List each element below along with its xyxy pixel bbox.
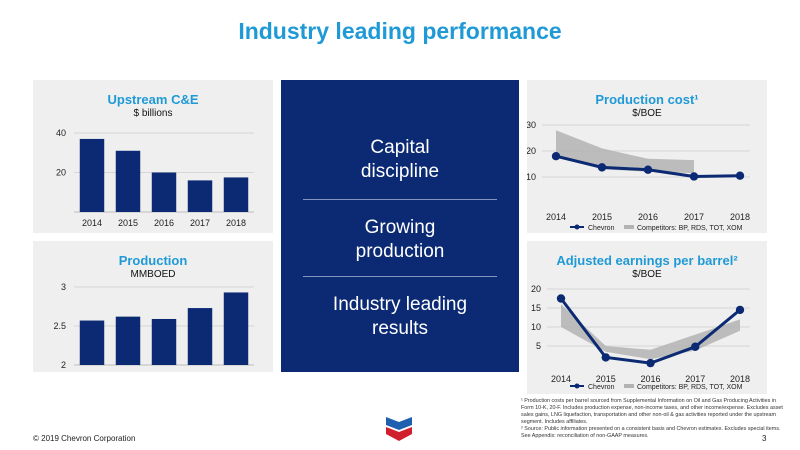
- upstream-title: Upstream C&E: [107, 92, 199, 107]
- footnotes: ¹ Production costs per barrel sourced fr…: [521, 398, 787, 439]
- x-tick-label: 2018: [730, 374, 750, 384]
- legend-chevron-label: Chevron: [588, 384, 615, 391]
- x-tick-label: 2018: [730, 212, 750, 222]
- chevron-point: [646, 358, 655, 368]
- bar: [115, 316, 141, 365]
- cost-title: Production cost¹: [595, 92, 699, 107]
- x-tick-label: 2017: [685, 374, 705, 384]
- center-item-capital-text: Capital discipline: [360, 137, 440, 182]
- production-subtitle: MMBOED: [130, 269, 176, 280]
- legend-chevron-marker: [574, 383, 580, 389]
- chevron-point: [735, 171, 745, 180]
- earnings-subtitle: $/BOE: [632, 269, 662, 280]
- competitor-band: [556, 130, 694, 174]
- upstream-subtitle: $ billions: [133, 108, 173, 119]
- legend-competitors-swatch: [624, 225, 634, 229]
- chevron-point: [556, 294, 566, 303]
- y-tick-label: 40: [56, 128, 66, 138]
- chevron-point: [601, 353, 610, 362]
- y-tick-label: 30: [527, 120, 536, 130]
- production-title: Production: [118, 253, 188, 268]
- chevron-point: [691, 342, 700, 351]
- legend-competitors-label: Competitors: BP, RDS, TOT, XOM: [637, 225, 743, 232]
- cost-chart: 10 20 30 2014 2015 2016 2017 2018 Chevron Competi…: [527, 120, 750, 232]
- y-tick-label: 15: [531, 303, 541, 313]
- chevron-point: [735, 305, 745, 315]
- legend-chevron-marker: [574, 224, 580, 230]
- center-divider: [303, 199, 497, 200]
- center-item-capital: Capital discipline: [281, 136, 519, 184]
- cost-subtitle: $/BOE: [632, 108, 662, 119]
- bar: [187, 308, 213, 365]
- bar: [151, 172, 177, 212]
- y-tick-label: 2.5: [53, 321, 66, 331]
- legend-chevron-label: Chevron: [588, 225, 615, 232]
- chevron-logo: [386, 417, 412, 441]
- legend-competitors-swatch: [624, 384, 634, 388]
- earnings-title: Adjusted earnings per barrel²: [556, 253, 738, 268]
- x-tick-label: 2018: [226, 371, 246, 372]
- x-tick-label: 2018: [226, 218, 246, 228]
- chevron-point: [551, 152, 561, 161]
- y-tick-label: 10: [527, 172, 536, 182]
- production-panel: Production MMBOED 22.5320142015201620172…: [33, 241, 273, 372]
- y-tick-label: 5: [536, 341, 541, 351]
- bar: [187, 180, 213, 212]
- chevron-point: [689, 172, 699, 181]
- x-tick-label: 2016: [640, 374, 660, 384]
- y-tick-label: 10: [531, 322, 541, 332]
- x-tick-label: 2017: [190, 371, 210, 372]
- upstream-chart: 20 40 2014 2015 2016 2017 2018: [56, 128, 254, 228]
- bar: [79, 138, 105, 212]
- y-tick-label: 20: [527, 146, 536, 156]
- page-title: Industry leading performance: [238, 18, 562, 44]
- chevron-point: [643, 165, 653, 174]
- earnings-panel: Adjusted earnings per barrel² $/BOE 5 10 1…: [527, 241, 767, 394]
- footnote-1: ¹ Production costs per barrel sourced fr…: [521, 398, 783, 425]
- y-tick-label: 20: [56, 168, 66, 178]
- x-tick-label: 2017: [190, 218, 210, 228]
- production-chart: 2 2.5 3 2014 2015 2016 2017 2018: [53, 282, 254, 372]
- x-tick-label: 2015: [592, 212, 612, 222]
- center-panel: Capital discipline Growing production In…: [281, 80, 519, 372]
- earnings-chart: 5 10 15 20 2014 2015 2016 2017 2018 Chevron Compet…: [531, 284, 750, 391]
- x-tick-label: 2014: [82, 218, 102, 228]
- center-item-production: Growing production: [281, 216, 519, 264]
- page-number: 3: [762, 434, 767, 443]
- center-item-results: Industry leading results: [281, 293, 519, 341]
- x-tick-label: 2016: [154, 218, 174, 228]
- x-tick-label: 2017: [684, 212, 704, 222]
- bar: [223, 177, 249, 212]
- upstream-panel: Upstream C&E $ billions 20 40 2014 2015 2016…: [33, 80, 273, 233]
- copyright: © 2019 Chevron Corporation: [33, 434, 136, 443]
- x-tick-label: 2014: [82, 371, 102, 372]
- cost-panel: Production cost¹ $/BOE 10 20 30 2014 2015 201…: [527, 80, 767, 233]
- y-tick-label: 2: [61, 360, 66, 370]
- x-tick-label: 2014: [551, 374, 571, 384]
- bar: [79, 320, 105, 365]
- x-tick-label: 2015: [118, 218, 138, 228]
- y-tick-label: 3: [61, 282, 66, 292]
- bar: [223, 292, 249, 365]
- x-tick-label: 2015: [596, 374, 616, 384]
- x-tick-label: 2015: [118, 371, 138, 372]
- x-tick-label: 2014: [546, 212, 566, 222]
- center-divider: [303, 276, 497, 277]
- x-tick-label: 2016: [154, 371, 174, 372]
- footnote-2: ² Source: Public information presented o…: [521, 425, 781, 439]
- legend-competitors-label: Competitors: BP, RDS, TOT, XOM: [637, 384, 743, 391]
- center-item-production-text: Growing production: [355, 217, 445, 262]
- bar: [115, 150, 141, 212]
- y-tick-label: 20: [531, 284, 541, 294]
- center-item-results-text: Industry leading results: [332, 294, 468, 339]
- bar: [151, 318, 177, 365]
- x-tick-label: 2016: [638, 212, 658, 222]
- chevron-point: [597, 163, 607, 172]
